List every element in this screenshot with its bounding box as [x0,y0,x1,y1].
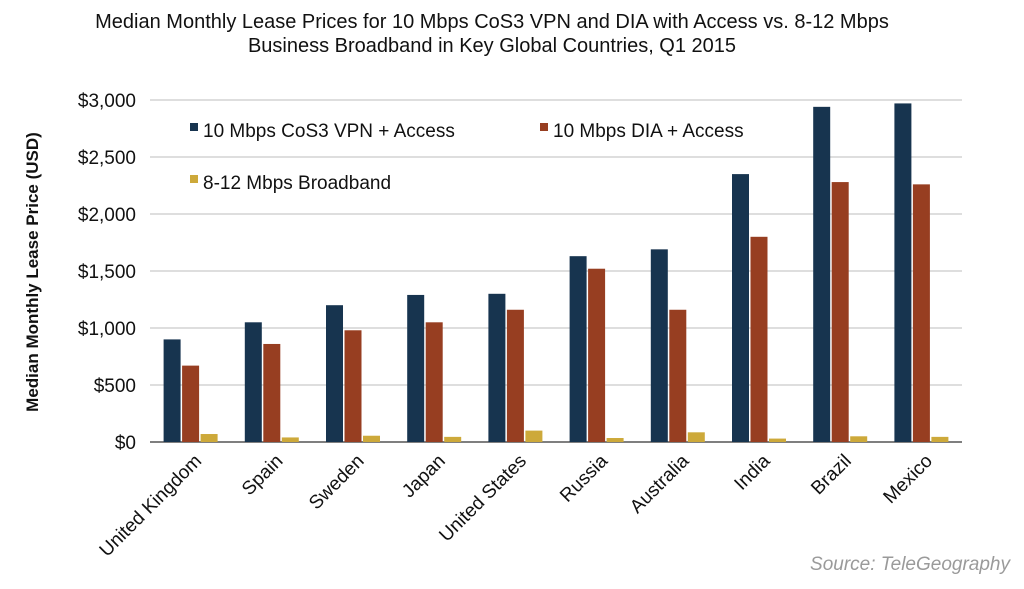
y-tick-label: $2,000 [78,205,136,226]
bar-series-1-australia [650,249,668,442]
bar-series-1-spain [244,322,262,442]
legend-label-series-3: 8-12 Mbps Broadband [203,173,391,194]
bar-series-1-india [732,174,749,442]
legend-swatch-series-3 [190,175,198,183]
legend-swatch-series-1 [190,123,198,131]
bar-series-3-russia [606,438,624,442]
y-axis-ticks: $0 $500 $1,000 $1,500 $2,000 $2,500 $3,000 [78,91,136,454]
bar-series-3-sweden [363,435,380,442]
legend-label-series-1: 10 Mbps CoS3 VPN + Access [203,121,455,142]
bar-series-2-japan [425,322,443,442]
y-tick-label: $0 [115,433,136,454]
y-axis-label: Median Monthly Lease Price (USD) [23,132,42,412]
bar-series-2-united-states [506,309,524,442]
x-tick-label: Russia [556,450,612,506]
legend-swatch-series-2 [540,123,548,131]
chart-title-line-1: Median Monthly Lease Prices for 10 Mbps … [95,11,889,33]
bar-series-3-mexico [931,436,949,442]
x-tick-label: Brazil [807,451,855,499]
bar-series-3-brazil [850,436,868,442]
bar-series-1-sweden [326,305,343,442]
x-tick-label: United States [435,451,531,547]
legend-label-series-2: 10 Mbps DIA + Access [553,121,744,142]
legend: 10 Mbps CoS3 VPN + Access 10 Mbps DIA + A… [190,121,744,194]
bar-series-3-japan [444,436,462,442]
y-tick-label: $500 [94,376,136,397]
x-tick-label: Mexico [880,451,937,508]
x-tick-label: Spain [238,451,287,500]
source-note: Source: TeleGeography [810,554,1011,575]
x-tick-label: Japan [398,451,449,502]
bars [163,103,949,443]
bar-series-1-japan [407,294,425,442]
bar-series-2-india [750,236,768,442]
bar-series-1-mexico [894,103,912,443]
bar-series-2-united-kingdom [182,365,200,442]
y-tick-label: $1,500 [78,262,136,283]
bar-series-2-sweden [344,330,362,442]
bar-series-2-australia [669,309,687,442]
x-tick-label: United Kingdom [96,451,206,561]
y-tick-label: $3,000 [78,91,136,112]
bar-series-1-united-states [488,293,506,442]
bar-series-3-india [769,438,786,442]
bar-series-3-united-states [525,430,543,442]
chart-title-line-2: Business Broadband in Key Global Countri… [248,35,736,57]
y-tick-label: $1,000 [78,319,136,340]
bar-series-3-united-kingdom [200,434,218,442]
x-tick-label: Sweden [305,451,368,514]
y-tick-label: $2,500 [78,148,136,169]
bar-series-2-brazil [831,182,849,442]
bar-series-2-russia [588,268,606,442]
bar-series-3-australia [687,432,705,442]
bar-series-1-brazil [813,106,831,442]
bar-series-1-russia [569,256,587,442]
chart-title: Median Monthly Lease Prices for 10 Mbps … [95,11,889,57]
bar-series-3-spain [281,437,299,442]
x-tick-label: Australia [626,450,693,517]
bar-series-1-united-kingdom [163,339,181,442]
bar-series-2-mexico [912,184,930,443]
x-tick-label: India [731,450,775,494]
bar-series-2-spain [263,343,281,442]
